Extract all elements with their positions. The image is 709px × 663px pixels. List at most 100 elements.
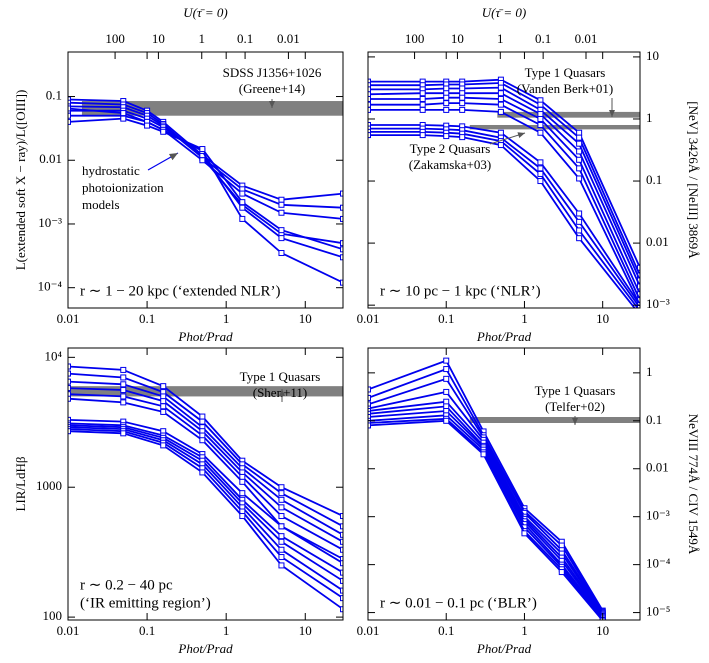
model-point bbox=[340, 606, 343, 613]
model-point bbox=[239, 199, 246, 206]
model-point bbox=[278, 484, 285, 491]
model-point bbox=[160, 398, 167, 405]
model-point bbox=[68, 363, 71, 370]
model-point bbox=[340, 204, 343, 211]
model-point bbox=[68, 112, 71, 119]
model-point bbox=[537, 165, 544, 172]
model-point bbox=[340, 523, 343, 530]
model-point bbox=[419, 95, 426, 102]
x-tick-label: 10 bbox=[299, 623, 312, 638]
model-point bbox=[199, 437, 206, 444]
model-point bbox=[278, 513, 285, 520]
model-point bbox=[419, 90, 426, 97]
model-point bbox=[638, 309, 643, 314]
model-point bbox=[443, 94, 450, 101]
model-point bbox=[537, 101, 544, 108]
model-point bbox=[480, 451, 487, 458]
plot-area bbox=[68, 363, 343, 613]
model-line bbox=[368, 86, 640, 281]
model-line bbox=[68, 428, 343, 599]
x2-tick-label: 100 bbox=[105, 31, 125, 46]
model-point bbox=[120, 399, 127, 406]
model-line bbox=[368, 109, 640, 306]
model-line bbox=[368, 410, 604, 618]
model-point bbox=[68, 96, 71, 103]
model-point bbox=[576, 227, 583, 234]
model-line bbox=[68, 98, 343, 201]
model-point bbox=[120, 393, 127, 400]
model-point bbox=[68, 378, 71, 385]
model-point bbox=[340, 240, 343, 247]
x2-tick-label: 1 bbox=[497, 31, 504, 46]
x-axis-label: Phot/Prad bbox=[177, 641, 233, 656]
region-label: r ∼ 1 − 20 kpc (‘extended NLR’) bbox=[80, 283, 281, 299]
model-point bbox=[340, 577, 343, 584]
model-point bbox=[537, 111, 544, 118]
model-line bbox=[68, 422, 343, 574]
model-point bbox=[497, 129, 504, 136]
x2-axis-label: U(τ̄ = 0) bbox=[482, 5, 526, 20]
x-axis-label: Phot/Prad bbox=[476, 329, 532, 344]
note-arrow bbox=[147, 152, 179, 171]
model-line bbox=[368, 134, 636, 308]
model-point bbox=[239, 204, 246, 211]
model-point bbox=[368, 78, 371, 85]
y-tick-label: 10⁻³ bbox=[38, 215, 62, 230]
reference-band bbox=[68, 386, 343, 397]
y-tick-label: 0.01 bbox=[646, 234, 669, 249]
y-axis-label: LIR/LdHβ bbox=[13, 456, 28, 511]
model-point bbox=[368, 386, 371, 393]
x-tick-label: 10 bbox=[596, 311, 609, 326]
model-point bbox=[160, 442, 167, 449]
model-point bbox=[120, 387, 127, 394]
y-tick-label: 1 bbox=[646, 364, 653, 379]
model-point bbox=[199, 413, 206, 420]
model-point bbox=[340, 190, 343, 197]
x2-tick-label: 0.01 bbox=[277, 31, 300, 46]
model-point bbox=[368, 82, 371, 89]
model-point bbox=[120, 374, 127, 381]
model-point bbox=[340, 569, 343, 576]
y-axis-label: L(extended soft X − ray)/L([OIII]) bbox=[13, 90, 28, 271]
model-point bbox=[340, 215, 343, 222]
model-point bbox=[68, 391, 71, 398]
x2-tick-label: 100 bbox=[405, 31, 425, 46]
model-point bbox=[459, 94, 466, 101]
region-label: (‘IR emitting region’) bbox=[80, 595, 211, 611]
reference-band bbox=[497, 111, 640, 118]
band-label: (Shen+11) bbox=[253, 385, 308, 400]
model-point bbox=[368, 422, 371, 429]
model-point bbox=[239, 473, 246, 480]
model-line bbox=[368, 92, 640, 287]
band-label: (Telfer+02) bbox=[545, 399, 605, 414]
model-point bbox=[340, 254, 343, 261]
reference-band bbox=[469, 417, 640, 423]
model-point bbox=[558, 569, 565, 576]
model-note: hydrostatic bbox=[82, 163, 140, 178]
model-point bbox=[278, 554, 285, 561]
axes-frame bbox=[67, 347, 344, 621]
model-point bbox=[278, 250, 285, 257]
model-point bbox=[239, 478, 246, 485]
model-line bbox=[368, 127, 640, 308]
model-point bbox=[68, 385, 71, 392]
model-point bbox=[497, 90, 504, 97]
model-point bbox=[443, 106, 450, 113]
x-tick-label: 0.1 bbox=[438, 311, 454, 326]
model-point bbox=[68, 105, 71, 112]
model-point bbox=[340, 546, 343, 553]
model-line bbox=[368, 102, 640, 301]
y-tick-label: 100 bbox=[43, 608, 63, 623]
y-axis-label: NeVIII 774Å / CIV 1549Å bbox=[686, 414, 701, 555]
band-arrow bbox=[489, 132, 526, 145]
model-line bbox=[368, 417, 604, 620]
model-point bbox=[576, 218, 583, 225]
band-label: Type 1 Quasars bbox=[240, 369, 321, 384]
model-point bbox=[368, 414, 371, 421]
model-point bbox=[278, 209, 285, 216]
model-line bbox=[368, 390, 604, 615]
model-point bbox=[368, 401, 371, 408]
model-point bbox=[68, 416, 71, 423]
model-point bbox=[68, 118, 71, 125]
model-point bbox=[576, 235, 583, 242]
